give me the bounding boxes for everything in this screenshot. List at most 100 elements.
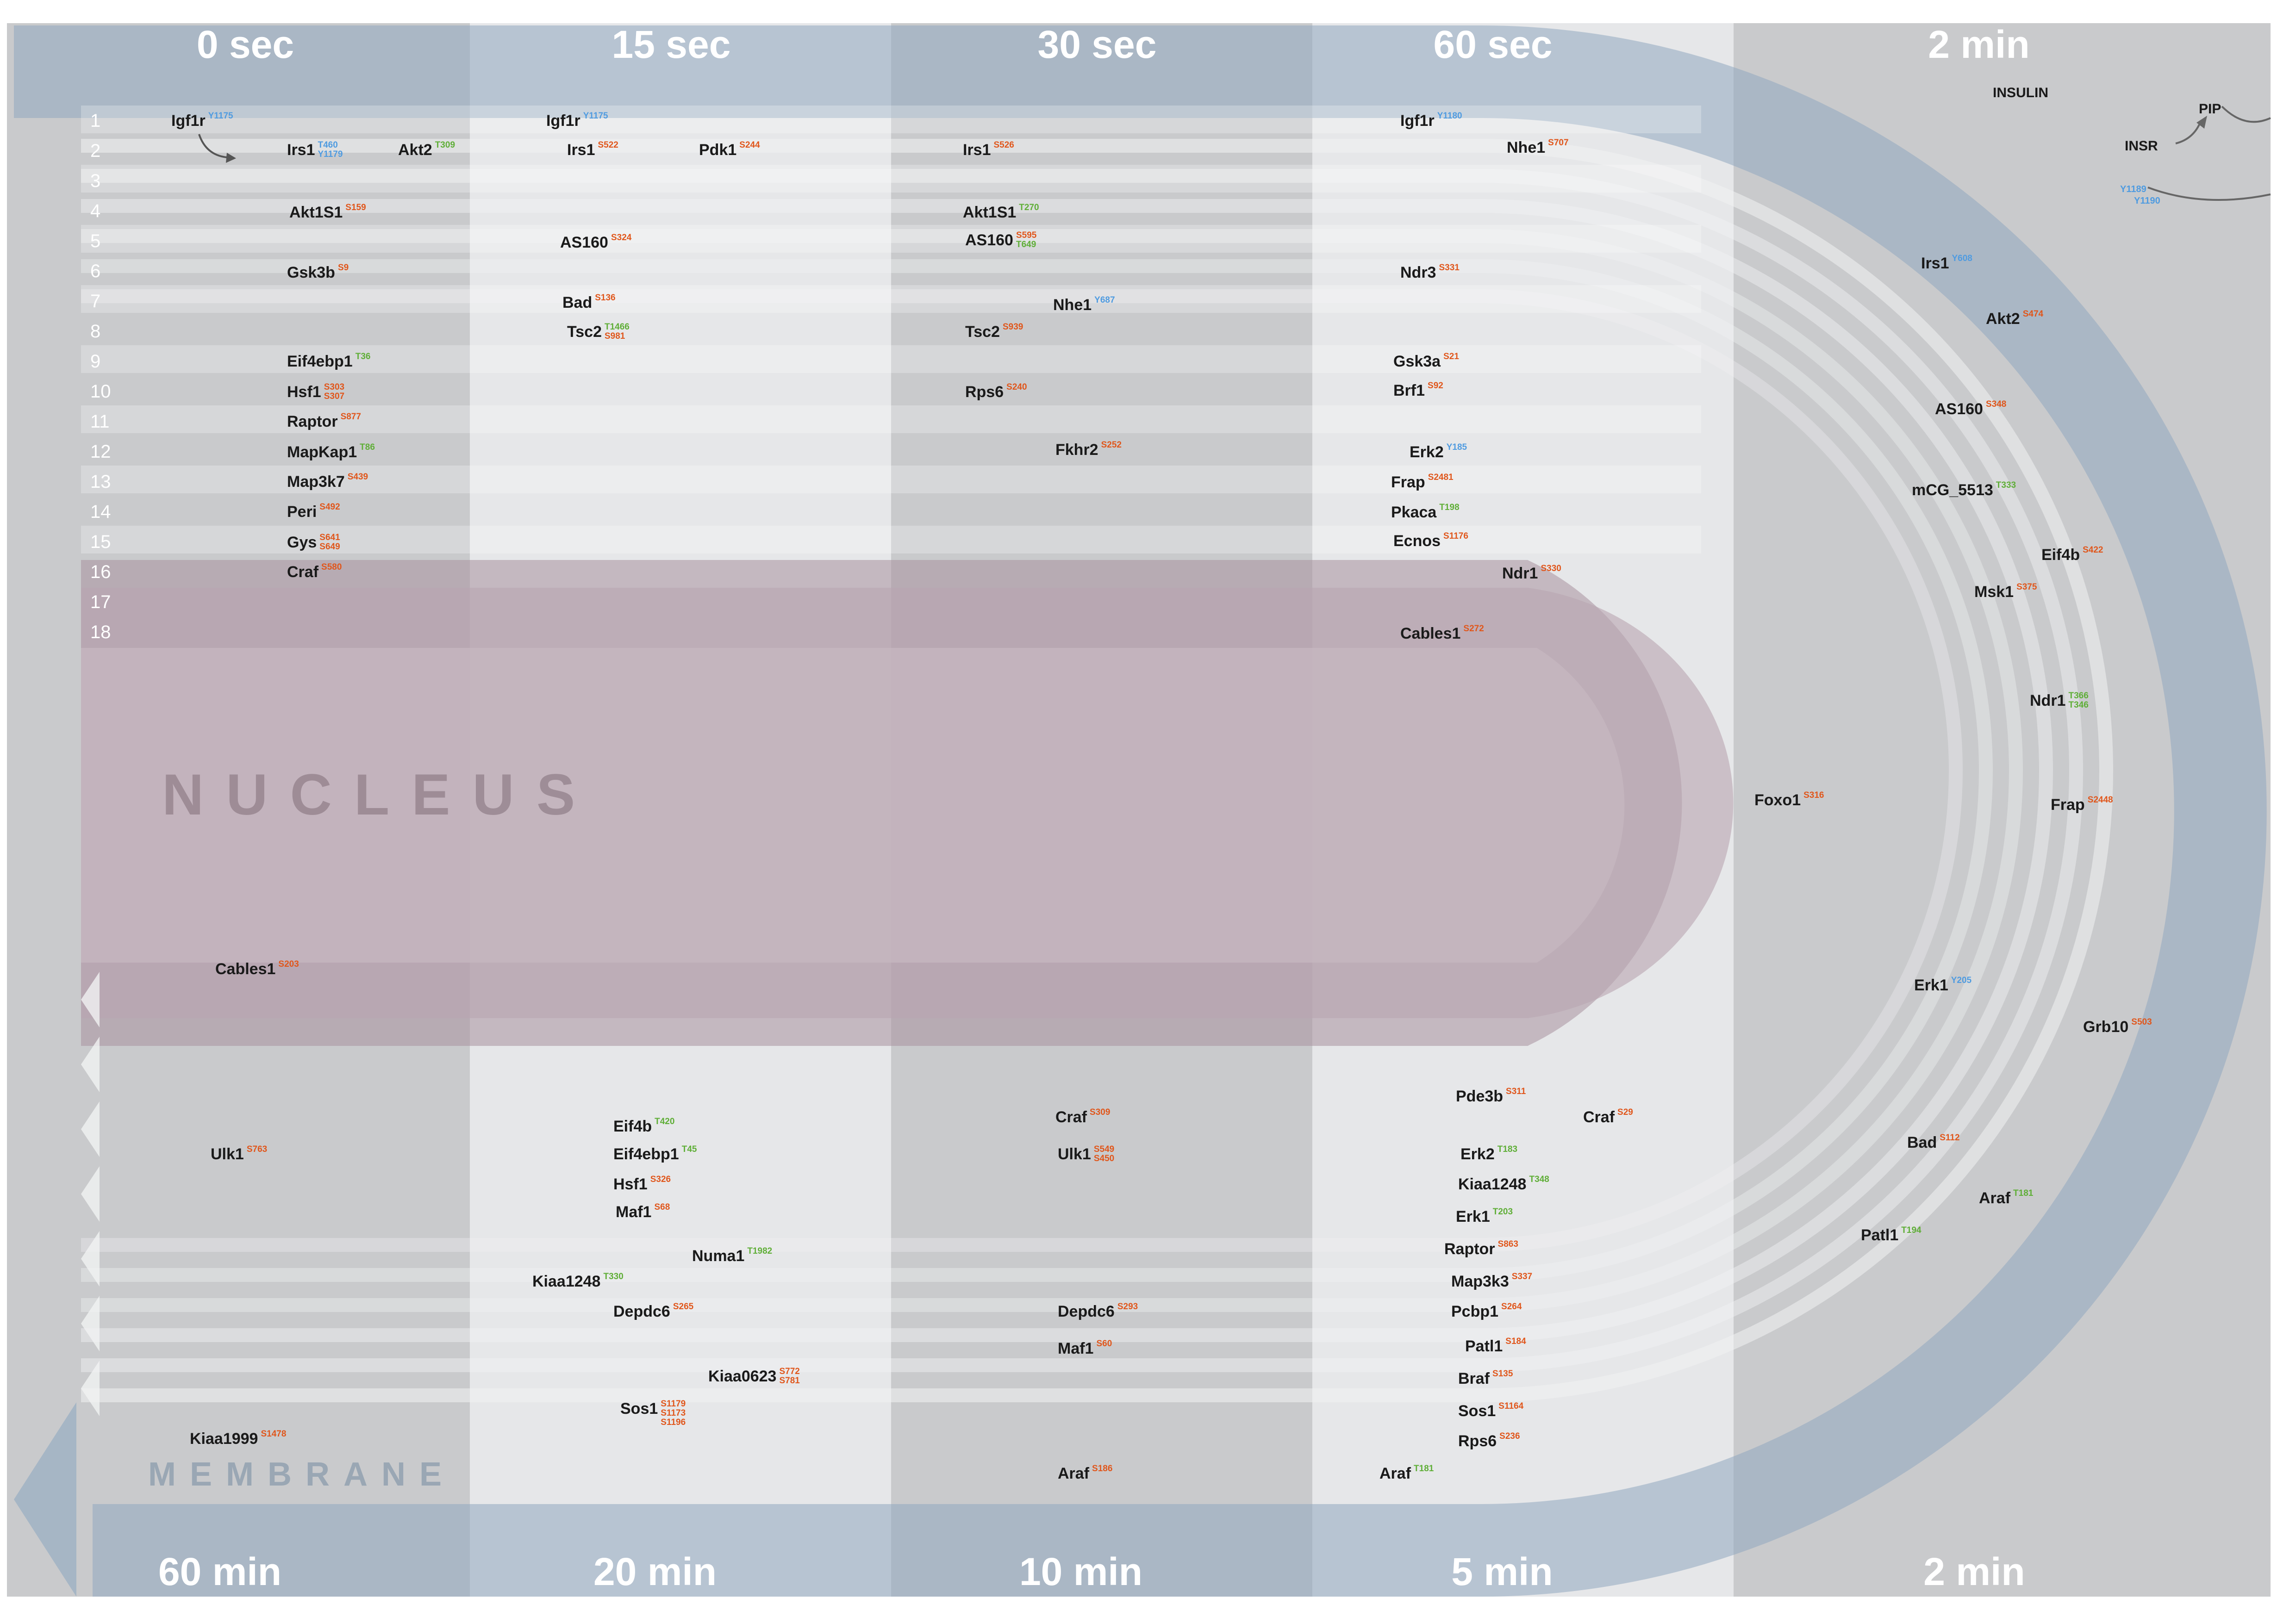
phosphosite-label: S595 [1016, 230, 1037, 240]
protein-mcg-5513: mCG_5513 T333 [1912, 480, 2016, 499]
protein-ulk1: Ulk1 S763 [211, 1144, 267, 1163]
phosphosite-label: S307 [324, 392, 344, 401]
protein-name: Ulk1 [211, 1145, 244, 1163]
protein-bad: Bad S112 [1907, 1133, 1960, 1151]
row-number: 10 [90, 381, 111, 402]
protein-name: Raptor [1444, 1240, 1495, 1258]
protein-hsf1: Hsf1 S326 [613, 1175, 671, 1193]
protein-name: Erk1 [1914, 976, 1948, 994]
protein-name: Map3k3 [1451, 1273, 1509, 1290]
protein-name: Cables1 [215, 960, 275, 978]
phosphosite-label: S1176 [1443, 531, 1468, 541]
protein-kiaa1248: Kiaa1248 T348 [1458, 1175, 1549, 1193]
phosphosite-label: Y1175 [208, 111, 233, 121]
protein-peri: Peri S492 [287, 502, 340, 521]
phosphosite-label: S316 [1803, 790, 1824, 800]
protein-nhe1: Nhe1 S707 [1507, 138, 1569, 156]
protein-name: Erk2 [1460, 1145, 1495, 1163]
protein-name: Depdc6 [613, 1303, 670, 1320]
protein-name: Grb10 [2083, 1018, 2128, 1036]
protein-name: Igf1r [171, 112, 206, 130]
phosphosite-label: S331 [1439, 263, 1460, 273]
protein-ndr1: Ndr1 S330 [1502, 564, 1561, 582]
nucleus-label: NUCLEUS [162, 763, 597, 827]
protein-name: Peri [287, 503, 317, 521]
phosphosite-label: S2481 [1428, 473, 1454, 482]
protein-bad: Bad S136 [562, 293, 616, 311]
protein-kiaa1248: Kiaa1248 T330 [532, 1272, 624, 1290]
protein-mapkap1: MapKap1 T86 [287, 442, 375, 461]
protein-fkhr2: Fkhr2 S252 [1055, 440, 1122, 459]
membrane-arrowhead [14, 1402, 76, 1597]
protein-name: Bad [1907, 1134, 1937, 1151]
protein-eif4ebp1: Eif4ebp1 T36 [287, 352, 370, 370]
protein-name: Eif4ebp1 [613, 1145, 679, 1163]
phosphosite-label: S60 [1096, 1339, 1112, 1349]
protein-tsc2: Tsc2 S939 [965, 322, 1023, 341]
row-number: 3 [90, 171, 100, 191]
protein-erk1: Erk1 T203 [1456, 1207, 1513, 1225]
protein-erk2: Erk2 T183 [1460, 1144, 1517, 1163]
protein-frap: Frap S2481 [1391, 473, 1454, 491]
protein-craf: Craf S29 [1583, 1107, 1633, 1126]
phosphosite-label: T270 [1019, 203, 1039, 212]
phosphosite-label: S348 [1986, 399, 2006, 409]
insr-to-pip-arrowhead [2196, 116, 2207, 129]
protein-raptor: Raptor S877 [287, 412, 361, 430]
protein-name: Maf1 [616, 1203, 651, 1221]
phosphosite-label: S1478 [261, 1429, 286, 1439]
protein-name: Nhe1 [1507, 139, 1545, 156]
phosphosite-label: T649 [1016, 240, 1036, 249]
phosphosite-label: S9 [338, 263, 349, 273]
row-number: 6 [90, 261, 100, 281]
protein-araf: Araf T181 [1379, 1464, 1434, 1482]
phosphosite-label: S649 [319, 542, 340, 552]
cytoplasm-outer-band [14, 25, 2267, 1597]
protein-eif4ebp1: Eif4ebp1 T45 [613, 1144, 697, 1163]
insr-connector [2147, 187, 2271, 201]
protein-igf1r: Igf1r Y1175 [171, 111, 233, 130]
protein-akt1s1: Akt1S1 T270 [963, 203, 1039, 221]
protein-name: Numa1 [692, 1247, 744, 1265]
phosphosite-label: S264 [1501, 1302, 1522, 1312]
protein-name: Ndr1 [2030, 692, 2065, 709]
phosphosite-label: S1164 [1498, 1401, 1523, 1411]
phosphosite-label: S492 [319, 502, 340, 512]
protein-name: Pkaca [1391, 504, 1437, 521]
phosphosite-label: T348 [1529, 1175, 1549, 1184]
phosphosite-label: Y608 [1952, 254, 1972, 263]
protein-name: Raptor [287, 413, 338, 430]
protein-as160: AS160 S348 [1935, 399, 2006, 418]
phosphosite-label: S763 [247, 1144, 267, 1154]
phosphosite-label: S303 [324, 382, 344, 392]
protein-araf: Araf T181 [1979, 1188, 2034, 1207]
protein-name: Ndr3 [1400, 264, 1436, 281]
insulin-receptor-group: INSULIN INSR PIP Y1189 Y1190 [1993, 85, 2271, 206]
phosphosite-label: T309 [435, 140, 455, 150]
phosphosite-label: S92 [1428, 381, 1443, 391]
phosphosite-label: S439 [348, 472, 368, 482]
protein-name: Igf1r [1400, 112, 1435, 130]
protein-name: Eif4b [2041, 546, 2080, 564]
phosphosite-label: S863 [1498, 1239, 1518, 1249]
protein-maf1: Maf1 S60 [1058, 1339, 1112, 1357]
protein-name: Fkhr2 [1055, 441, 1098, 459]
protein-name: Bad [562, 294, 592, 311]
protein-name: Patl1 [1861, 1226, 1898, 1244]
protein-msk1: Msk1 S375 [1974, 582, 2037, 601]
protein-name: Pdk1 [699, 141, 736, 159]
insr-site-y1190: Y1190 [2134, 196, 2160, 206]
protein-frap: Frap S2448 [2051, 795, 2113, 814]
phosphosite-label: T181 [2013, 1188, 2034, 1198]
protein-name: Msk1 [1974, 583, 2014, 601]
protein-name: Frap [1391, 473, 1425, 491]
phosphosite-label: S265 [673, 1302, 694, 1312]
protein-name: Akt2 [1986, 310, 2020, 328]
row-number: 1 [90, 111, 100, 131]
pip-connector [2221, 106, 2271, 123]
protein-name: AS160 [965, 231, 1013, 249]
